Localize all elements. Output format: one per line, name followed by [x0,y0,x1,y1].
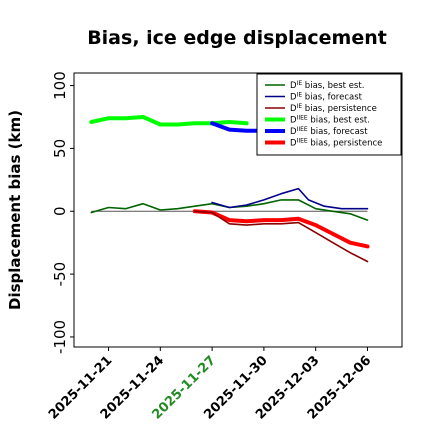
legend-entry: DIIEE bias, best est. [290,115,370,126]
y-tick-label: 0 [51,206,69,216]
y-tick-label: 100 [51,71,69,100]
series-lines [89,115,370,263]
series-line-1 [211,187,369,210]
plot-frame [73,72,403,348]
chart-title: Bias, ice edge displacement [87,27,387,49]
y-axis-label: Displacement bias (km) [6,110,24,310]
series-line-0 [90,199,369,221]
series-line-3 [89,115,249,127]
y-tick-label: -100 [51,320,69,354]
legend-entry: DIIEE bias, persistence [290,138,382,149]
legend-entry: DIE bias, best est. [290,80,364,91]
legend-entry: DIE bias, forecast [290,92,363,103]
legend: DIE bias, best est.DIE bias, forecastDIE… [256,73,402,156]
y-tick-label: -50 [51,262,69,287]
legend-entry: DIIEE bias, forecast [290,126,368,137]
series-line-5 [192,209,370,249]
y-tick-label: 50 [51,139,69,158]
series-line-2 [194,210,369,263]
legend-entry: DIE bias, persistence [290,103,377,114]
series-line-4 [210,121,266,133]
